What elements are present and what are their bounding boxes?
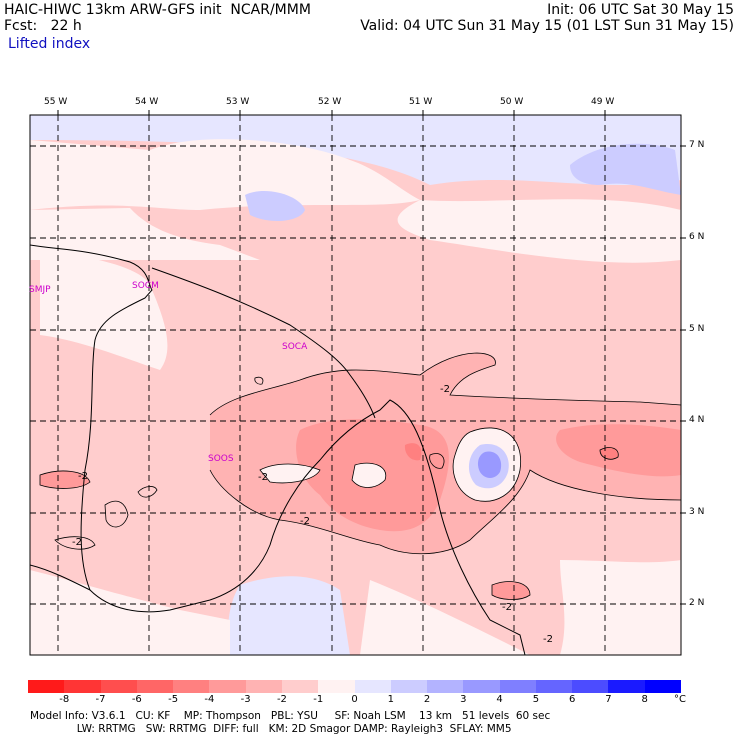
legend-swatch bbox=[245, 680, 283, 693]
legend-swatch bbox=[136, 680, 174, 693]
latitude-label: 6 N bbox=[689, 232, 705, 242]
footer-line-2: LW: RRTMG SW: RRTMG DIFF: full KM: 2D Sm… bbox=[30, 723, 512, 735]
longitude-label: 49 W bbox=[591, 97, 615, 107]
latitude-label: 2 N bbox=[689, 598, 705, 608]
legend-tick-label: -6 bbox=[131, 694, 142, 705]
legend-tick-label: 6 bbox=[568, 694, 576, 705]
legend-tick-label: -8 bbox=[59, 694, 70, 705]
longitude-label: 50 W bbox=[500, 97, 524, 107]
legend-swatch bbox=[463, 680, 501, 693]
station-soos: SOOS bbox=[208, 454, 234, 464]
legend-tick-label: 5 bbox=[532, 694, 540, 705]
contour-label: -2 bbox=[502, 602, 512, 613]
color-legend bbox=[28, 680, 682, 694]
latitude-label: 3 N bbox=[689, 507, 705, 517]
contour-lines bbox=[39, 352, 681, 600]
legend-tick-label: -7 bbox=[95, 694, 106, 705]
legend-swatch bbox=[572, 680, 609, 693]
model-info-footer: Model Info: V3.6.1 CU: KF MP: Thompson P… bbox=[30, 710, 550, 736]
legend-tick-label: 4 bbox=[496, 694, 503, 705]
legend-tick-label: 0 bbox=[351, 694, 358, 705]
legend-swatch bbox=[427, 680, 464, 693]
legend-tick-label: 3 bbox=[460, 694, 467, 705]
legend-swatch bbox=[499, 680, 537, 693]
legend-swatch bbox=[209, 680, 247, 693]
contour-label: -2 bbox=[440, 384, 450, 395]
longitude-label: 51 W bbox=[409, 97, 433, 107]
legend-tick-label: 7 bbox=[605, 694, 612, 705]
legend-tick-label: -5 bbox=[168, 694, 179, 705]
legend-swatch bbox=[318, 680, 355, 693]
legend-tick-label: -4 bbox=[204, 694, 215, 705]
legend-tick-label: -1 bbox=[313, 694, 324, 705]
legend-swatch bbox=[354, 680, 392, 693]
header-title: HAIC-HIWC 13km ARW-GFS init NCAR/MMM bbox=[4, 2, 311, 18]
longitude-label: 52 W bbox=[318, 97, 342, 107]
legend-swatch bbox=[608, 680, 646, 693]
legend-tick-label: -3 bbox=[240, 694, 251, 705]
legend-tick-label: 8 bbox=[641, 694, 648, 705]
legend-swatch bbox=[173, 680, 210, 693]
legend-swatch bbox=[64, 680, 102, 693]
field-name: Lifted index bbox=[8, 36, 91, 52]
longitude-label: 54 W bbox=[135, 97, 159, 107]
coastline bbox=[30, 244, 526, 655]
latitude-label: 7 N bbox=[689, 140, 705, 150]
latitude-label: 4 N bbox=[689, 415, 705, 425]
axis-ticks bbox=[57, 110, 686, 605]
longitude-label: 55 W bbox=[44, 97, 68, 107]
contour-label: -2 bbox=[543, 634, 553, 645]
legend-swatch bbox=[100, 680, 138, 693]
legend-swatch bbox=[281, 680, 319, 693]
contour-label: -2 bbox=[78, 471, 88, 482]
legend-unit: °C bbox=[674, 694, 686, 705]
station-soca: SOCA bbox=[282, 342, 308, 352]
header-valid-time: Valid: 04 UTC Sun 31 May 15 (01 LST Sun … bbox=[360, 18, 734, 34]
longitude-label: 53 W bbox=[226, 97, 250, 107]
map-frame bbox=[29, 114, 682, 656]
legend-swatch bbox=[535, 680, 573, 693]
shaded-field bbox=[30, 115, 681, 655]
legend-tick-label: 1 bbox=[387, 694, 394, 705]
legend-tick-label: 2 bbox=[423, 694, 431, 705]
footer-line-1: Model Info: V3.6.1 CU: KF MP: Thompson P… bbox=[30, 710, 551, 722]
legend-tick-label: -2 bbox=[276, 694, 287, 705]
legend-swatch bbox=[644, 680, 682, 693]
contour-label: -2 bbox=[258, 472, 268, 483]
latitude-label: 5 N bbox=[689, 324, 705, 334]
legend-swatch bbox=[28, 680, 65, 693]
header-init-time: Init: 06 UTC Sat 30 May 15 bbox=[547, 2, 734, 18]
station-socm: SOCM bbox=[132, 281, 159, 291]
contour-label: -2 bbox=[72, 537, 82, 548]
station-smjp: SMJP bbox=[29, 285, 51, 295]
contour-label: -2 bbox=[300, 516, 310, 527]
legend-swatch bbox=[390, 680, 428, 693]
header-forecast-hour: Fcst: 22 h bbox=[4, 18, 82, 34]
latlon-grid bbox=[30, 115, 681, 655]
